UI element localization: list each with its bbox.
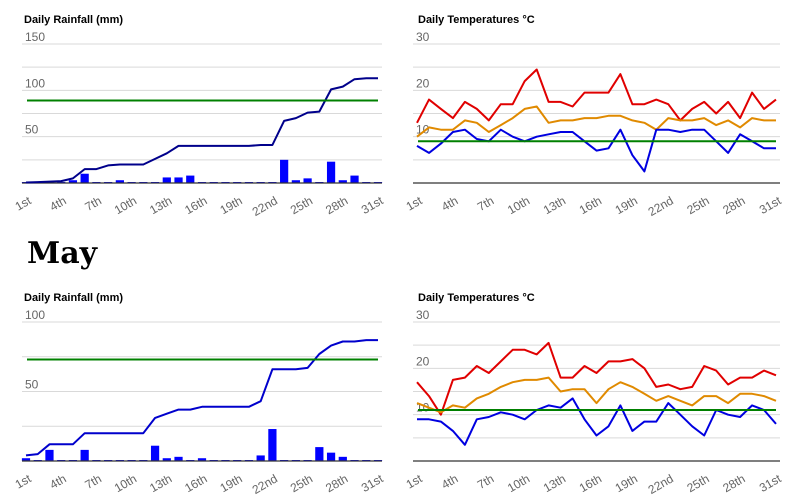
x-tick-label: 4th xyxy=(439,471,460,491)
x-tick-label: 4th xyxy=(47,193,68,213)
x-tick-label: 19th xyxy=(613,471,640,495)
rain-bar xyxy=(45,449,54,461)
rain-bar xyxy=(256,455,265,461)
x-tick-label: 31st xyxy=(359,193,386,217)
rain-bar xyxy=(197,458,207,461)
chart-title: Daily Temperatures °C xyxy=(418,14,535,26)
rain-bar xyxy=(315,447,324,461)
x-tick-label: 22nd xyxy=(250,471,280,496)
y-tick-label: 30 xyxy=(416,30,430,44)
x-tick-label: 28th xyxy=(720,471,747,495)
series-line xyxy=(416,105,776,138)
chart-svg: 10 20 30 1st 4th 7th 10th 13th 16th 19th 22nd 25th 2… xyxy=(404,30,784,219)
rain-bar xyxy=(338,456,347,461)
x-tick-label: 16th xyxy=(577,193,604,217)
series-line xyxy=(416,68,777,124)
x-tick-label: 13th xyxy=(541,471,568,495)
series-line xyxy=(416,341,777,416)
series-line xyxy=(416,376,777,414)
x-tick-label: 1st xyxy=(404,471,425,491)
rain-bar xyxy=(80,449,89,461)
x-tick-label: 7th xyxy=(82,471,103,491)
rain-chart-bottom: Daily Rainfall (mm) 50 100 1st 4th 7th 10th 13… xyxy=(13,292,402,497)
rain-bar xyxy=(291,180,300,183)
x-tick-label: 13th xyxy=(541,193,568,217)
rain-bar xyxy=(80,173,89,183)
rain-bar xyxy=(174,177,183,183)
y-tick-label: 50 xyxy=(25,123,39,137)
x-tick-label: 16th xyxy=(577,471,604,495)
x-tick-label: 1st xyxy=(13,471,34,491)
x-tick-label: 25th xyxy=(684,193,711,217)
rain-bar xyxy=(150,445,160,461)
chart-title: Daily Temperatures °C xyxy=(418,292,535,304)
x-tick-label: 31st xyxy=(359,471,386,495)
x-tick-label: 19th xyxy=(613,193,640,217)
y-tick-label: 100 xyxy=(25,76,45,90)
x-tick-label: 16th xyxy=(182,193,209,217)
x-tick-label: 22nd xyxy=(646,471,676,496)
x-tick-label: 28th xyxy=(323,471,350,495)
x-tick-label: 7th xyxy=(475,193,496,213)
rain-bar xyxy=(21,458,31,461)
y-tick-label: 30 xyxy=(416,308,430,322)
x-tick-label: 1st xyxy=(404,193,425,213)
y-tick-label: 20 xyxy=(416,76,430,90)
x-tick-label: 25th xyxy=(288,193,315,217)
rain-chart-top: Daily Rainfall (mm) 50 100 150 1st 4th 7th 10t… xyxy=(13,14,402,219)
x-tick-label: 31st xyxy=(757,471,784,495)
x-tick-label: 10th xyxy=(505,193,532,217)
x-tick-label: 10th xyxy=(505,471,532,495)
x-tick-label: 22nd xyxy=(646,193,676,218)
y-tick-label: 10 xyxy=(416,123,430,137)
x-tick-label: 25th xyxy=(288,471,315,495)
x-tick-label: 16th xyxy=(182,471,209,495)
rain-bar xyxy=(174,456,183,461)
x-tick-label: 4th xyxy=(439,193,460,213)
x-tick-label: 31st xyxy=(757,193,784,217)
month-heading: May xyxy=(27,236,98,271)
series-line xyxy=(25,77,378,184)
series-line xyxy=(25,339,378,457)
chart-title: Daily Rainfall (mm) xyxy=(24,292,124,304)
x-tick-label: 13th xyxy=(147,193,174,217)
chart-title: Daily Rainfall (mm) xyxy=(24,14,124,26)
chart-svg: 50 100 1st 4th 7th 10th 13th 16th 19th 22nd 25th 28… xyxy=(13,308,386,497)
x-tick-label: 22nd xyxy=(250,193,280,218)
x-tick-label: 19th xyxy=(217,193,244,217)
rain-bar xyxy=(338,180,347,183)
rain-bar xyxy=(326,161,336,183)
y-tick-label: 20 xyxy=(416,354,430,368)
x-tick-label: 19th xyxy=(217,471,244,495)
x-tick-label: 25th xyxy=(684,471,711,495)
temp-chart-top: Daily Temperatures °C 10 20 30 1st 4th 7th 10t… xyxy=(404,14,788,219)
rain-bar xyxy=(162,458,171,461)
rain-bar xyxy=(326,452,336,461)
x-tick-label: 13th xyxy=(147,471,174,495)
x-tick-label: 28th xyxy=(323,193,350,217)
x-tick-label: 4th xyxy=(47,471,68,491)
x-tick-label: 10th xyxy=(112,471,139,495)
rain-bar xyxy=(350,175,359,183)
x-tick-label: 7th xyxy=(82,193,103,213)
x-tick-label: 10th xyxy=(112,193,139,217)
x-tick-label: 7th xyxy=(475,471,496,491)
rain-bar xyxy=(68,180,78,183)
rain-bar xyxy=(280,159,289,183)
y-tick-label: 50 xyxy=(25,378,39,392)
chart-svg: 50 100 150 1st 4th 7th 10th 13th 16th 19th 22nd 25t… xyxy=(13,30,386,219)
rain-bar xyxy=(268,429,277,461)
rain-bar xyxy=(303,178,312,183)
y-tick-label: 100 xyxy=(25,308,45,322)
rain-bar xyxy=(162,177,171,183)
y-tick-label: 150 xyxy=(25,30,45,44)
x-tick-label: 1st xyxy=(13,193,34,213)
temp-chart-bottom: Daily Temperatures °C 10 20 30 1st 4th 7th 10t… xyxy=(404,292,788,497)
x-tick-label: 28th xyxy=(720,193,747,217)
rain-bar xyxy=(186,175,195,183)
rain-bar xyxy=(115,180,124,183)
series-line xyxy=(416,128,776,173)
